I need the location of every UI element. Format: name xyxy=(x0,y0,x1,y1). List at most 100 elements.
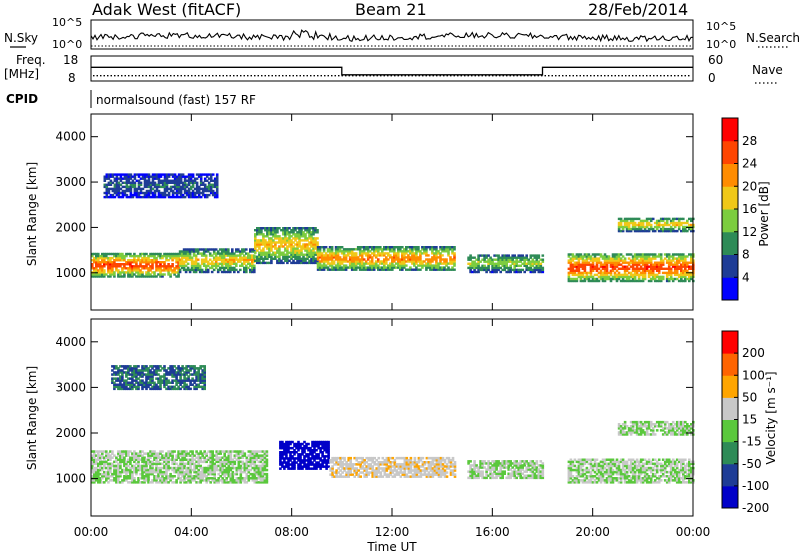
heat-cell xyxy=(165,454,168,457)
heat-cell xyxy=(127,454,130,457)
heat-cell xyxy=(310,241,313,244)
heat-cell xyxy=(249,248,252,251)
heat-cell xyxy=(312,237,315,240)
heat-cell xyxy=(667,257,671,260)
heat-cell xyxy=(191,475,194,478)
heat-cell xyxy=(344,254,348,257)
heat-cell xyxy=(529,256,533,259)
heat-cell xyxy=(217,464,220,468)
heat-cell xyxy=(237,254,240,257)
heat-cell xyxy=(423,248,426,251)
heat-cell xyxy=(315,453,318,456)
heat-cell xyxy=(637,217,641,221)
heat-cell xyxy=(483,254,486,257)
heat-cell xyxy=(403,248,406,251)
heat-cell xyxy=(272,257,275,260)
heat-cell xyxy=(635,229,639,233)
heat-cell xyxy=(293,444,296,448)
heat-cell xyxy=(391,258,394,261)
heat-cell xyxy=(280,259,283,262)
heat-cell xyxy=(265,450,269,453)
heat-cell xyxy=(216,264,220,267)
heat-cell xyxy=(278,253,281,256)
heat-cell xyxy=(292,249,295,252)
heat-cell xyxy=(284,243,287,246)
heat-cell xyxy=(366,248,370,251)
heat-cell xyxy=(198,268,202,272)
heat-cell xyxy=(603,265,607,268)
heat-cell xyxy=(379,268,382,271)
heat-cell xyxy=(613,255,617,258)
heat-cell xyxy=(199,470,202,474)
heat-cell xyxy=(483,268,486,272)
heat-cell xyxy=(227,472,231,476)
heat-cell xyxy=(393,252,396,255)
heat-cell xyxy=(415,266,418,269)
heat-cell xyxy=(421,266,424,269)
heat-cell xyxy=(304,259,307,262)
heat-cell xyxy=(212,264,216,267)
heat-cell xyxy=(199,479,202,482)
heat-cell xyxy=(258,251,261,254)
heat-cell xyxy=(113,191,117,195)
heat-cell xyxy=(99,254,102,258)
heat-cell xyxy=(91,450,94,453)
heat-cell xyxy=(276,247,279,250)
heat-cell xyxy=(336,250,340,253)
heat-cell xyxy=(667,253,671,256)
heat-cell xyxy=(210,254,214,257)
heat-cell xyxy=(97,252,100,256)
heat-cell xyxy=(353,463,356,466)
heat-cell xyxy=(135,468,138,472)
heat-cell xyxy=(513,270,516,274)
heat-cell xyxy=(109,456,112,459)
heat-cell xyxy=(297,449,300,452)
heat-cell xyxy=(101,460,104,464)
heat-cell xyxy=(680,259,683,262)
heat-cell xyxy=(185,470,188,474)
heat-cell xyxy=(237,258,240,261)
heat-cell xyxy=(393,258,396,261)
heat-cell xyxy=(249,256,252,259)
heat-cell xyxy=(141,259,144,262)
heat-cell xyxy=(447,250,450,253)
heat-cell xyxy=(251,460,255,464)
heat-cell xyxy=(673,271,677,275)
heat-cell xyxy=(117,252,120,256)
heat-cell xyxy=(591,257,595,260)
heat-cell xyxy=(177,191,181,195)
heat-cell xyxy=(262,261,265,265)
heat-cell xyxy=(686,263,689,266)
heat-cell xyxy=(141,191,145,195)
heat-cell xyxy=(256,245,259,248)
heat-cell xyxy=(129,271,132,274)
heat-cell xyxy=(121,259,124,262)
heat-cell xyxy=(215,454,218,457)
heat-cell xyxy=(127,477,130,480)
heat-cell xyxy=(183,470,186,474)
heat-cell xyxy=(105,189,109,193)
heat-cell xyxy=(117,481,120,484)
heat-cell xyxy=(393,254,396,257)
heat-cell xyxy=(276,261,279,265)
heat-cell xyxy=(346,260,350,263)
heat-cell xyxy=(320,264,324,267)
heat-cell xyxy=(281,444,284,448)
heat-cell xyxy=(95,261,98,264)
heat-cell xyxy=(163,252,166,256)
heat-cell xyxy=(609,279,613,283)
heat-cell xyxy=(253,477,257,480)
heat-cell xyxy=(243,250,246,253)
heat-cell xyxy=(181,181,185,184)
heat-cell xyxy=(313,442,316,446)
heat-cell xyxy=(495,262,498,265)
heat-cell xyxy=(119,175,123,178)
heat-cell xyxy=(97,470,100,474)
heat-cell xyxy=(304,243,307,246)
heat-cell xyxy=(655,267,659,270)
heat-cell xyxy=(131,454,134,457)
heat-cell xyxy=(195,181,199,184)
heat-cell xyxy=(336,262,340,265)
heat-cell xyxy=(331,461,334,464)
heat-cell xyxy=(585,275,589,279)
